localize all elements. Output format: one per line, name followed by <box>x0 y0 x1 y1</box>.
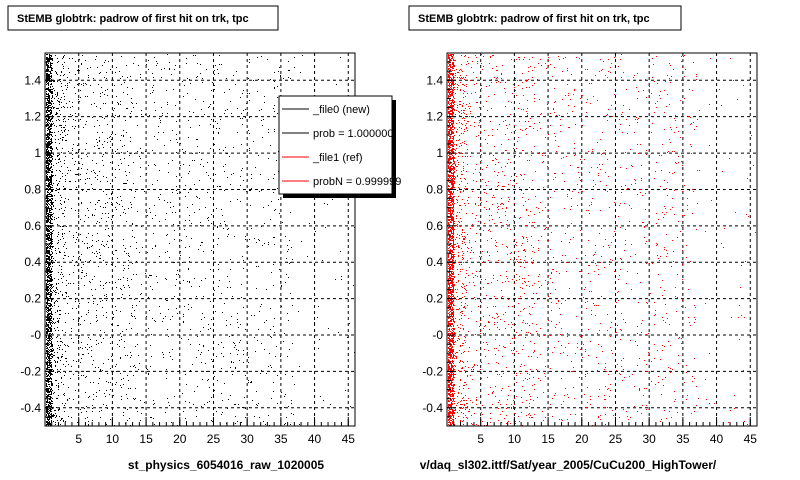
y-tick-label: 0.4 <box>24 255 41 269</box>
x-tick-label: 5 <box>477 432 484 446</box>
right-axes: 5 10 15 20 25 30 35 40 45 -0.4 -0.2 -0 0.2 0.4 0.6 0.8 1… <box>422 61 758 446</box>
y-tick-label: -0.2 <box>20 364 41 378</box>
right-x-axis-label: v/daq_sl302.ittf/Sat/year_2005/CuCu200_H… <box>420 458 717 472</box>
x-tick-label: 25 <box>609 432 623 446</box>
left-x-axis-label: st_physics_6054016_raw_1020005 <box>128 458 324 472</box>
x-tick-label: 45 <box>342 432 356 446</box>
right-grid <box>447 53 757 426</box>
y-tick-label: -0 <box>432 328 443 342</box>
legend-entry-prob: prob = 1.000000 <box>313 128 393 140</box>
y-tick-label: 0.8 <box>426 182 443 196</box>
y-tick-label: 0.6 <box>24 219 41 233</box>
legend-entry-probn: probN = 0.999999 <box>313 176 401 188</box>
y-tick-label: 1.4 <box>24 73 41 87</box>
right-chart-title-box <box>408 5 682 31</box>
legend-box <box>278 95 393 195</box>
x-tick-label: 40 <box>710 432 724 446</box>
y-tick-label: -0 <box>30 328 41 342</box>
x-tick-label: 20 <box>575 432 589 446</box>
x-tick-label: 35 <box>274 432 288 446</box>
left-chart-title: StEMB globtrk: padrow of first hit on tr… <box>17 13 249 25</box>
y-tick-label: 0.4 <box>426 255 443 269</box>
y-tick-label: -0.4 <box>422 401 443 415</box>
x-tick-label: 30 <box>240 432 254 446</box>
x-tick-label: 15 <box>541 432 555 446</box>
y-tick-label: 1 <box>436 146 443 160</box>
x-tick-label: 30 <box>642 432 656 446</box>
y-tick-label: 1.2 <box>426 110 443 124</box>
left-legend: _file0 (new) prob = 1.000000 _file1 (ref… <box>278 95 401 198</box>
legend-entry-new: _file0 (new) <box>312 104 370 116</box>
x-tick-label: 20 <box>173 432 187 446</box>
right-plot-area <box>447 53 757 426</box>
y-tick-label: 1.2 <box>24 110 41 124</box>
scatter-points <box>448 54 756 426</box>
x-tick-label: 40 <box>308 432 322 446</box>
left-chart-title-box <box>7 5 279 31</box>
y-tick-label: 0.6 <box>426 219 443 233</box>
y-tick-label: 1.4 <box>426 73 443 87</box>
y-tick-label: 0.2 <box>24 292 41 306</box>
x-tick-label: 10 <box>508 432 522 446</box>
y-tick-label: -0.4 <box>20 401 41 415</box>
y-tick-label: 1 <box>34 146 41 160</box>
x-tick-label: 35 <box>676 432 690 446</box>
x-tick-label: 15 <box>139 432 153 446</box>
x-tick-label: 25 <box>207 432 221 446</box>
right-scatter-points <box>448 54 756 426</box>
x-tick-label: 5 <box>75 432 82 446</box>
legend-entry-ref: _file1 (ref) <box>312 152 363 164</box>
left-chart: StEMB globtrk: padrow of first hit on tr… <box>7 5 401 472</box>
y-tick-label: 0.2 <box>426 292 443 306</box>
y-tick-label: 0.8 <box>24 182 41 196</box>
right-chart: StEMB globtrk: padrow of first hit on tr… <box>408 5 758 472</box>
left-axes: 5 10 15 20 25 30 35 40 45 -0.4 -0.2 -0 0.2 0.4 0.6 0.8 1… <box>20 61 356 446</box>
x-tick-label: 10 <box>106 432 120 446</box>
right-chart-title: StEMB globtrk: padrow of first hit on tr… <box>418 13 650 25</box>
x-tick-label: 45 <box>744 432 758 446</box>
y-tick-label: -0.2 <box>422 364 443 378</box>
